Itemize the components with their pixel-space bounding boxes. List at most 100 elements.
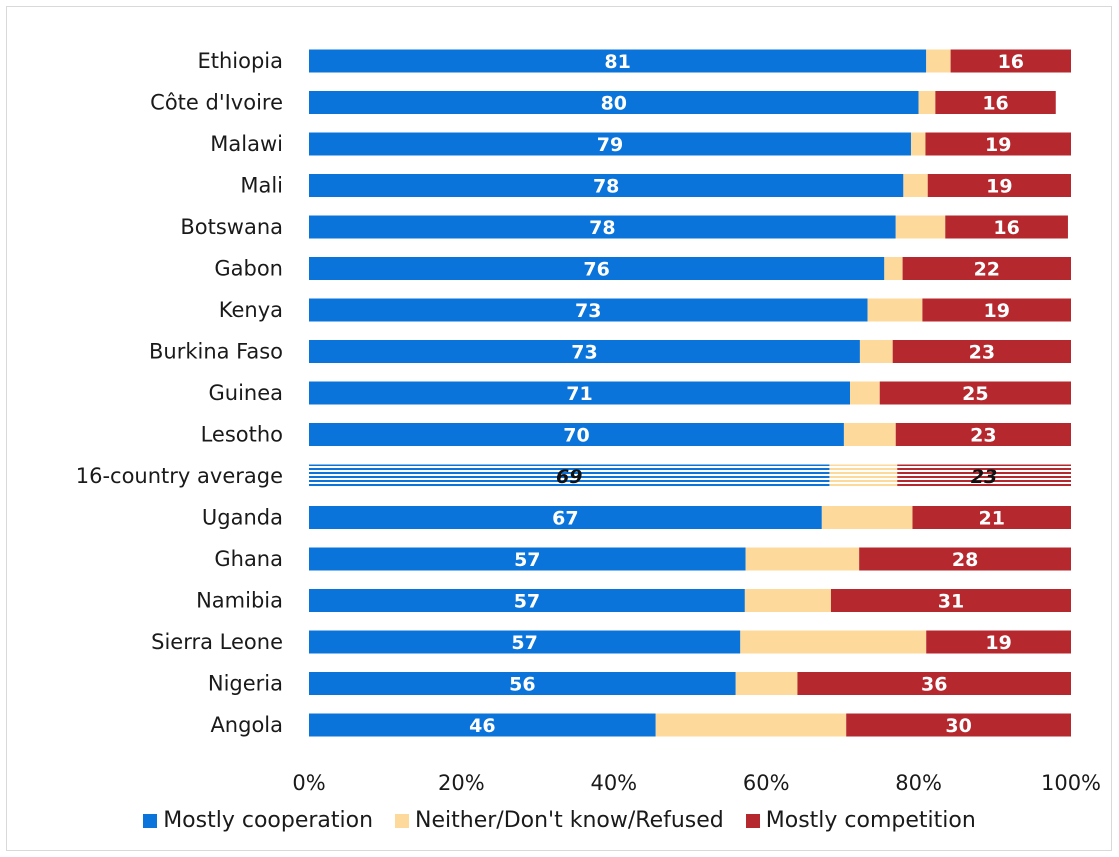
- value-label-mali-series-2: 19: [986, 176, 1012, 198]
- bar-mali-series-1: [903, 174, 928, 197]
- bar-mali-series-2: [927, 174, 1071, 197]
- value-label-sierra-leone-series-0: 57: [511, 632, 537, 654]
- x-tick-label-3: 60%: [743, 771, 790, 795]
- bar-mali-series-0: [309, 174, 904, 197]
- value-label-malawi-series-2: 19: [985, 134, 1011, 156]
- value-label-uganda-series-2: 21: [979, 508, 1005, 530]
- bar-uganda-series-0: [309, 506, 822, 529]
- legend-swatch-neither: [395, 813, 410, 828]
- bar-ghana-series-1: [745, 547, 860, 571]
- bar-uganda-series-1: [821, 506, 913, 529]
- category-label-gabon: Gabon: [214, 257, 283, 281]
- bar-burkina-faso-series-0: [309, 340, 860, 363]
- bar-burkina-faso-series-2: [892, 340, 1071, 363]
- category-label-mali: Mali: [240, 174, 283, 198]
- bar-ethiopia-series-0: [309, 49, 927, 73]
- bar-ethiopia-series-2: [950, 49, 1071, 73]
- value-label-guinea-series-2: 25: [962, 383, 988, 405]
- x-tick-label-0: 0%: [292, 771, 325, 795]
- legend-item-neither: Neither/Don't know/Refused: [395, 808, 724, 833]
- value-label-kenya-series-0: 73: [575, 300, 601, 322]
- legend-swatch-cooperation: [143, 813, 158, 828]
- bar-c-te-d-ivoire-series-1: [918, 91, 936, 114]
- x-tick-label-2: 40%: [590, 771, 637, 795]
- value-label-malawi-series-0: 79: [597, 134, 623, 156]
- bar-gabon-series-0: [309, 257, 885, 280]
- bar-malawi-series-2: [925, 132, 1071, 156]
- bar-namibia-series-1: [744, 589, 831, 612]
- bar-16-country-average-series-0: [309, 464, 830, 488]
- category-label-16-country-average: 16-country average: [76, 464, 283, 488]
- value-label-kenya-series-2: 19: [983, 300, 1009, 322]
- value-label-gabon-series-2: 22: [974, 259, 1000, 281]
- bar-sierra-leone-series-2: [926, 630, 1071, 654]
- bar-namibia-series-0: [309, 589, 745, 612]
- labels-layer: Ethiopia 81 16 Côte d'Ivoire 80 16 Malawi 79 19 M…: [76, 49, 1024, 737]
- legend-label-neither: Neither/Don't know/Refused: [415, 808, 724, 833]
- bar-botswana-series-0: [309, 215, 896, 239]
- bar-kenya-series-1: [867, 298, 923, 322]
- bar-ethiopia-series-1: [926, 49, 951, 73]
- bar-kenya-series-0: [309, 298, 868, 322]
- bar-malawi-series-1: [910, 132, 926, 156]
- bar-sierra-leone-series-1: [740, 630, 927, 654]
- bar-guinea-series-0: [309, 381, 851, 405]
- value-label-namibia-series-0: 57: [514, 591, 540, 613]
- bar-angola-series-1: [655, 713, 847, 737]
- bar-16-country-average-series-1: [829, 464, 898, 488]
- value-label-guinea-series-0: 71: [566, 383, 592, 405]
- value-label-namibia-series-2: 31: [938, 591, 964, 613]
- x-tick-label-5: 100%: [1041, 771, 1101, 795]
- legend-label-competition: Mostly competition: [765, 808, 976, 833]
- bar-16-country-average-series-2: [897, 464, 1071, 488]
- bar-sierra-leone-series-0: [309, 630, 741, 654]
- value-label-burkina-faso-series-0: 73: [571, 342, 597, 364]
- category-label-malawi: Malawi: [210, 132, 283, 156]
- bars-layer: [309, 49, 1071, 737]
- legend-swatch-competition: [745, 813, 760, 828]
- category-label-uganda: Uganda: [202, 506, 283, 530]
- bar-lesotho-series-0: [309, 423, 844, 446]
- bar-angola-series-2: [846, 713, 1071, 737]
- bar-angola-series-0: [309, 713, 656, 737]
- bar-nigeria-series-0: [309, 672, 736, 695]
- bar-gabon-series-1: [884, 257, 903, 280]
- bar-burkina-faso-series-1: [859, 340, 893, 363]
- value-label-nigeria-series-2: 36: [921, 674, 947, 696]
- value-label-nigeria-series-0: 56: [509, 674, 535, 696]
- bar-botswana-series-1: [895, 215, 946, 239]
- bar-guinea-series-2: [879, 381, 1071, 405]
- category-label-botswana: Botswana: [180, 215, 283, 239]
- bar-nigeria-series-2: [797, 672, 1071, 695]
- bar-lesotho-series-2: [895, 423, 1071, 446]
- value-label-c-te-d-ivoire-series-2: 16: [982, 93, 1008, 115]
- bar-botswana-series-2: [945, 215, 1068, 239]
- value-label-angola-series-2: 30: [945, 715, 971, 737]
- category-label-guinea: Guinea: [208, 381, 283, 405]
- bar-c-te-d-ivoire-series-2: [935, 91, 1056, 114]
- bar-ghana-series-0: [309, 547, 746, 571]
- value-label-ethiopia-series-0: 81: [604, 51, 630, 73]
- value-label-ethiopia-series-2: 16: [998, 51, 1024, 73]
- legend-item-cooperation: Mostly cooperation: [143, 808, 373, 833]
- value-label-16-country-average-series-2: 23: [971, 466, 997, 488]
- value-label-sierra-leone-series-2: 19: [985, 632, 1011, 654]
- category-label-ethiopia: Ethiopia: [197, 49, 283, 73]
- value-label-lesotho-series-2: 23: [970, 425, 996, 447]
- category-label-angola: Angola: [210, 713, 283, 737]
- value-label-ghana-series-2: 28: [952, 549, 978, 571]
- value-label-ghana-series-0: 57: [514, 549, 540, 571]
- bar-kenya-series-2: [922, 298, 1071, 322]
- value-label-lesotho-series-0: 70: [563, 425, 589, 447]
- value-label-botswana-series-2: 16: [993, 217, 1019, 239]
- stacked-bar-chart: Ethiopia 81 16 Côte d'Ivoire 80 16 Malawi 79 19 M…: [76, 49, 1101, 795]
- x-tick-label-4: 80%: [895, 771, 942, 795]
- legend-item-competition: Mostly competition: [745, 808, 976, 833]
- x-tick-label-1: 20%: [438, 771, 485, 795]
- legend-label-cooperation: Mostly cooperation: [163, 808, 374, 833]
- value-label-c-te-d-ivoire-series-0: 80: [601, 93, 627, 115]
- bar-c-te-d-ivoire-series-0: [309, 91, 919, 114]
- category-label-namibia: Namibia: [196, 589, 283, 613]
- value-label-botswana-series-0: 78: [589, 217, 615, 239]
- value-label-burkina-faso-series-2: 23: [969, 342, 995, 364]
